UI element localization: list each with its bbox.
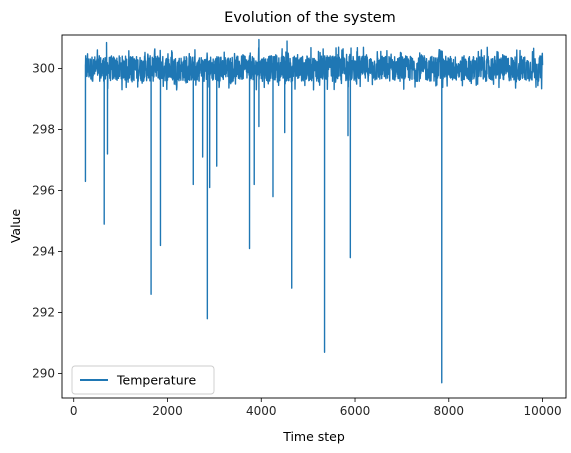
y-axis: 290 292 294 296 298 300 [32, 62, 62, 381]
y-tick-label: 296 [32, 184, 55, 198]
x-tick-label: 0 [70, 404, 78, 418]
y-tick-label: 290 [32, 367, 55, 381]
x-tick-label: 10000 [523, 404, 561, 418]
y-tick-label: 298 [32, 123, 55, 137]
y-tick-label: 294 [32, 245, 55, 259]
y-axis-label: Value [8, 209, 23, 244]
x-axis-label: Time step [282, 429, 345, 444]
x-tick-label: 4000 [246, 404, 277, 418]
x-axis: 0 2000 4000 6000 8000 10000 [70, 398, 562, 418]
y-tick-label: 300 [32, 62, 55, 76]
series-line-temperature [84, 38, 544, 384]
legend-label-temperature: Temperature [116, 373, 196, 388]
legend-box [71, 365, 215, 395]
x-tick-label: 8000 [434, 404, 465, 418]
y-tick-label: 292 [32, 306, 55, 320]
x-tick-label: 2000 [152, 404, 183, 418]
x-tick-label: 6000 [340, 404, 371, 418]
series-layer [84, 38, 544, 384]
legend: Temperature [71, 365, 215, 395]
plot-frame [61, 34, 567, 399]
chart-title: Evolution of the system [224, 10, 396, 26]
